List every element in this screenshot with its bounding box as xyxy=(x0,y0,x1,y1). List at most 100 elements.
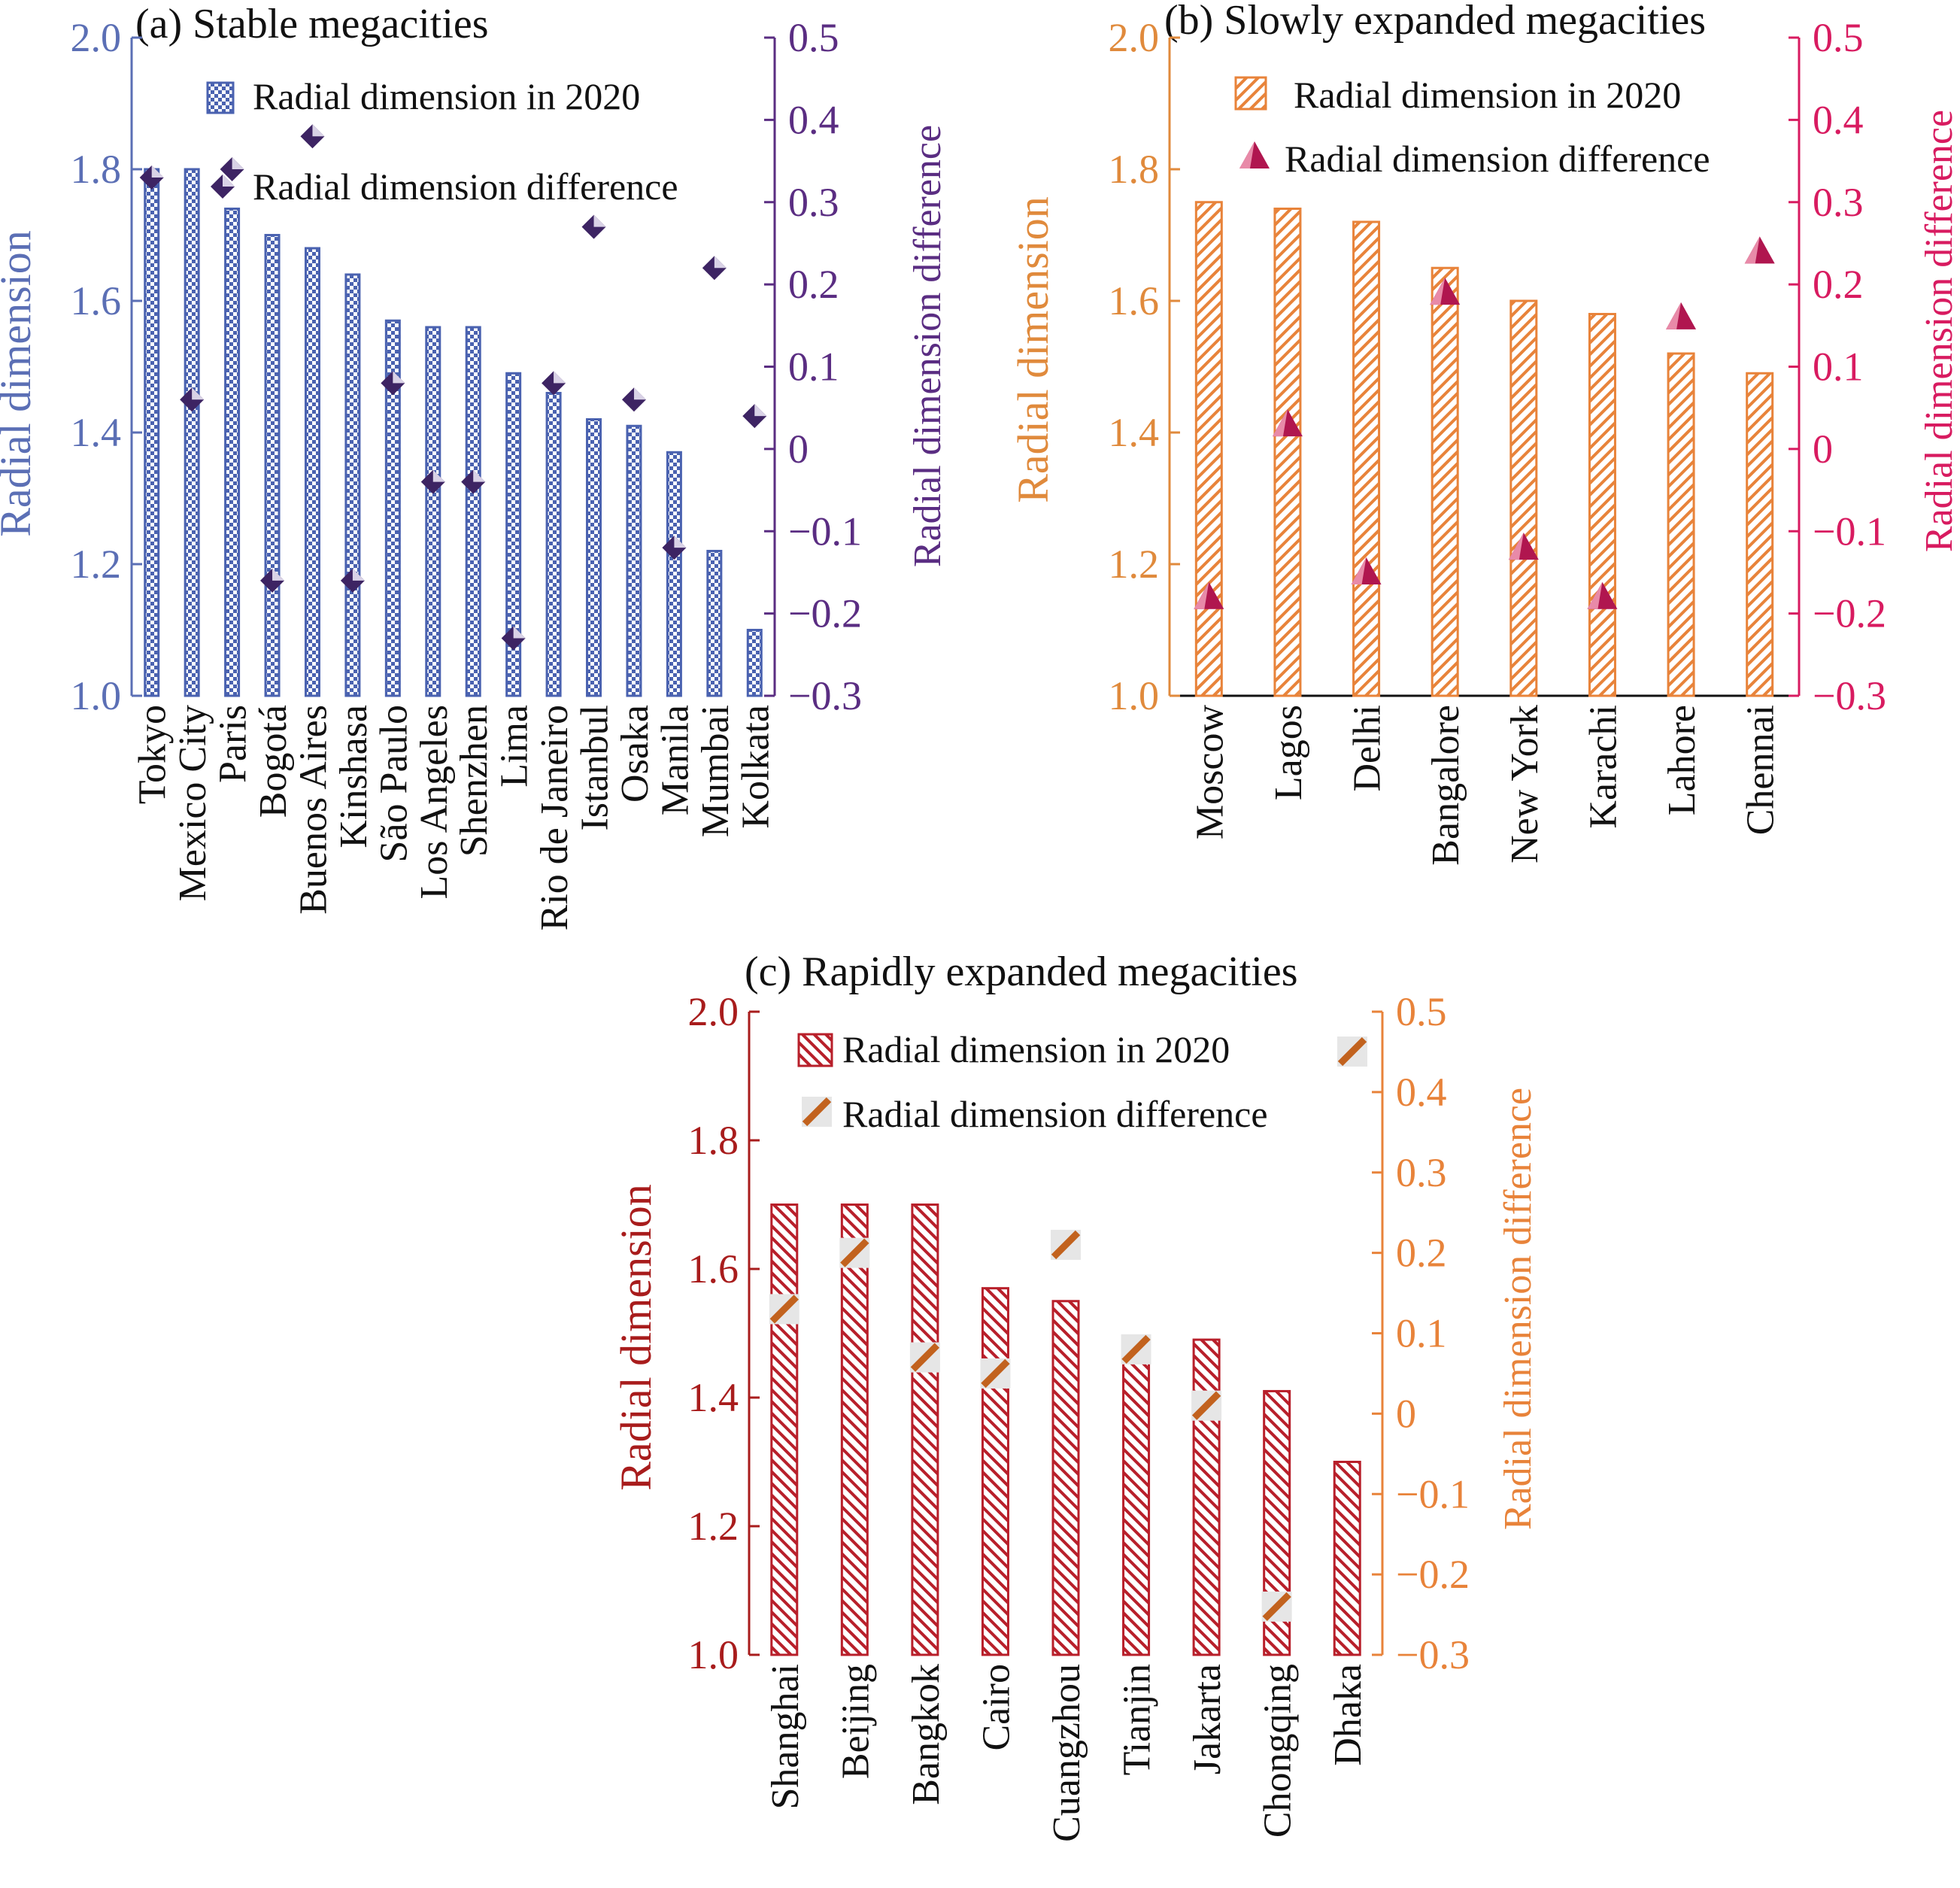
bar xyxy=(911,1204,939,1656)
y2-tick-label: −0.1 xyxy=(1396,1471,1470,1516)
x-tick-label: Tianjin xyxy=(1116,1664,1159,1775)
y-tick-label: 1.0 xyxy=(688,1632,739,1677)
y2-tick-label: 0.4 xyxy=(1396,1070,1447,1115)
marker-point xyxy=(461,469,486,494)
x-tick-label: Kinshasa xyxy=(332,705,375,848)
marker-point xyxy=(1121,1334,1151,1364)
y2-tick-label: 0 xyxy=(788,426,809,472)
marker-point xyxy=(340,568,365,593)
y-axis-label: Radial dimension xyxy=(611,1184,660,1491)
marker-point xyxy=(180,387,205,412)
x-tick-label: Jakarta xyxy=(1186,1664,1229,1774)
y2-tick-label: 0.4 xyxy=(788,97,839,142)
legend-label-marker: Radial dimension difference xyxy=(842,1093,1268,1135)
y2-tick-label: 0 xyxy=(1396,1391,1416,1436)
y2-tick-label: 0.3 xyxy=(788,180,839,225)
bar xyxy=(144,168,160,697)
marker-point xyxy=(581,214,606,239)
bar xyxy=(184,168,200,697)
y2-tick-label: −0.1 xyxy=(1813,508,1886,554)
marker-point xyxy=(980,1358,1011,1389)
x-tick-label: Mumbai xyxy=(694,705,737,837)
marker-point xyxy=(1666,302,1697,329)
y2-tick-label: 0.1 xyxy=(1813,345,1864,390)
y-tick-label: 1.8 xyxy=(1109,147,1160,192)
x-tick-label: Mexico City xyxy=(171,705,214,901)
y2-tick-label: 0.2 xyxy=(788,262,839,307)
marker-point xyxy=(1272,409,1303,437)
marker-point xyxy=(1051,1229,1081,1260)
bar xyxy=(1352,220,1381,697)
marker-point xyxy=(1587,581,1618,609)
bar xyxy=(586,418,602,697)
y2-tick-label: 0.1 xyxy=(1396,1311,1447,1356)
x-tick-label: Lima xyxy=(493,705,536,788)
bar xyxy=(626,424,642,697)
marker-point xyxy=(139,165,164,190)
chart-title: (b) Slowly expanded megacities xyxy=(1164,0,1706,44)
y2-tick-label: −0.3 xyxy=(788,673,862,718)
y-tick-label: 1.4 xyxy=(688,1375,739,1420)
bar xyxy=(981,1287,1009,1656)
bar xyxy=(666,451,682,697)
axes: 1.0 1.2 1.4 1.6 1.8 2.0 −0.3 −0.2 −0.1 0 0.1 0.2 0.3… xyxy=(71,15,862,718)
bar xyxy=(505,372,522,697)
x-tick-label: Moscow xyxy=(1188,705,1231,840)
y2-tick-label: 0.4 xyxy=(1813,97,1864,142)
x-tick-label: Los Angeles xyxy=(413,705,456,900)
x-tick-label: Chongqing xyxy=(1257,1664,1300,1838)
bar xyxy=(425,326,441,697)
chart-title: (a) Stable megacities xyxy=(135,1,489,47)
marker-point xyxy=(702,256,727,281)
bar xyxy=(770,1204,799,1656)
x-tick-label: Rio de Janeiro xyxy=(533,705,576,930)
marker-point xyxy=(742,404,767,429)
x-tick-label: Chennai xyxy=(1740,705,1783,835)
chart-panel-c: (c) Rapidly expanded megacities Radial d… xyxy=(611,949,1540,1842)
bar xyxy=(1051,1300,1080,1656)
x-tick-label: Bangkok xyxy=(905,1664,948,1805)
bar xyxy=(304,247,320,697)
x-tick-label: Dhaka xyxy=(1327,1664,1370,1766)
legend-label-bar: Radial dimension in 2020 xyxy=(1294,74,1681,116)
y2-tick-label: 0 xyxy=(1813,426,1833,472)
bar xyxy=(545,392,562,697)
marker-point xyxy=(662,536,687,560)
y2-axis-label: Radial dimension difference xyxy=(1497,1088,1540,1530)
legend-label-marker: Radial dimension difference xyxy=(253,165,678,208)
marker-point xyxy=(839,1237,870,1268)
y-tick-label: 1.6 xyxy=(688,1246,739,1292)
bar xyxy=(706,550,723,697)
y-axis-label: Radial dimension xyxy=(1009,196,1057,503)
y2-tick-label: 0.1 xyxy=(788,345,839,390)
bar xyxy=(1194,201,1223,697)
x-tick-label: Istanbul xyxy=(574,705,617,831)
y2-tick-label: 0.2 xyxy=(1396,1231,1447,1276)
bar xyxy=(1588,313,1616,697)
x-tick-label: Tokyo xyxy=(132,705,174,804)
marker-point xyxy=(1191,1390,1222,1421)
y2-tick-label: −0.1 xyxy=(788,508,862,554)
y2-tick-label: 0.3 xyxy=(1396,1150,1447,1195)
y-tick-label: 1.4 xyxy=(71,410,122,455)
legend: Radial dimension in 2020 Radial dimensio… xyxy=(797,1028,1367,1135)
y2-tick-label: −0.3 xyxy=(1813,673,1886,718)
y-tick-label: 1.6 xyxy=(71,278,122,323)
marker-point xyxy=(909,1342,940,1373)
marker-point xyxy=(381,371,405,396)
x-tick-label: Shanghai xyxy=(764,1664,807,1810)
y2-axis-label: Radial dimension difference xyxy=(1918,110,1960,552)
x-tick-label: Kolkata xyxy=(734,705,777,829)
legend-swatch-bar xyxy=(1234,76,1267,111)
x-tick-label: Bangalore xyxy=(1424,705,1467,866)
marker-point xyxy=(1194,581,1224,609)
y2-tick-label: 0.5 xyxy=(1396,989,1447,1034)
chart-panel-b: (b) Slowly expanded megacities Radial di… xyxy=(1009,0,1960,866)
bar xyxy=(224,208,241,697)
x-tick-label: São Paulo xyxy=(372,705,415,862)
x-tick-label: Karachi xyxy=(1582,705,1625,829)
x-tick-label: Lagos xyxy=(1267,705,1310,800)
y-tick-label: 1.2 xyxy=(71,542,122,587)
bar xyxy=(1431,266,1459,697)
legend-swatch-marker xyxy=(1239,141,1270,168)
